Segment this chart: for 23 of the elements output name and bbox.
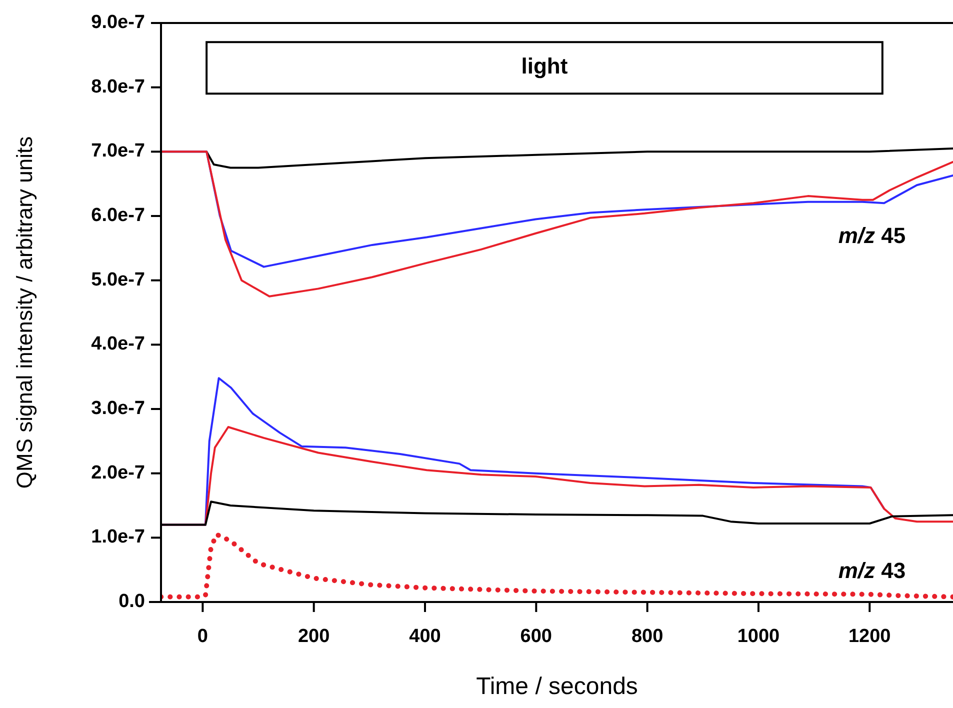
x-tick-label: 600: [520, 626, 552, 647]
annotation: m/z 43: [838, 558, 906, 583]
x-tick-label: 400: [409, 626, 441, 647]
x-tick-label: 1000: [737, 626, 780, 647]
band-label: light: [521, 54, 568, 79]
x-axis-title: Time / seconds: [476, 673, 638, 700]
y-tick-label: 2.0e-7: [91, 462, 145, 484]
y-tick-label: 7.0e-7: [91, 140, 145, 162]
x-tick-label: 0: [197, 626, 208, 647]
x-tick-label: 200: [298, 626, 330, 647]
y-tick-label: 6.0e-7: [91, 205, 145, 226]
line-series: [161, 150, 953, 298]
y-tick-label: 8.0e-7: [91, 76, 145, 98]
y-axis-title: QMS signal intensity / arbitrary units: [12, 136, 37, 489]
y-tick-label: 4.0e-7: [91, 334, 145, 355]
x-tick-label: 1200: [848, 626, 891, 647]
x-tick-label: 800: [631, 626, 664, 647]
y-tick-label: 5.0e-7: [91, 269, 145, 290]
annotation: m/z 45: [838, 222, 906, 248]
y-tick-label: 1.0e-7: [91, 526, 145, 548]
y-tick-label: 0.0: [118, 591, 145, 612]
y-tick-label: 3.0e-7: [91, 398, 145, 420]
y-tick-label: 9.0e-7: [91, 12, 145, 34]
